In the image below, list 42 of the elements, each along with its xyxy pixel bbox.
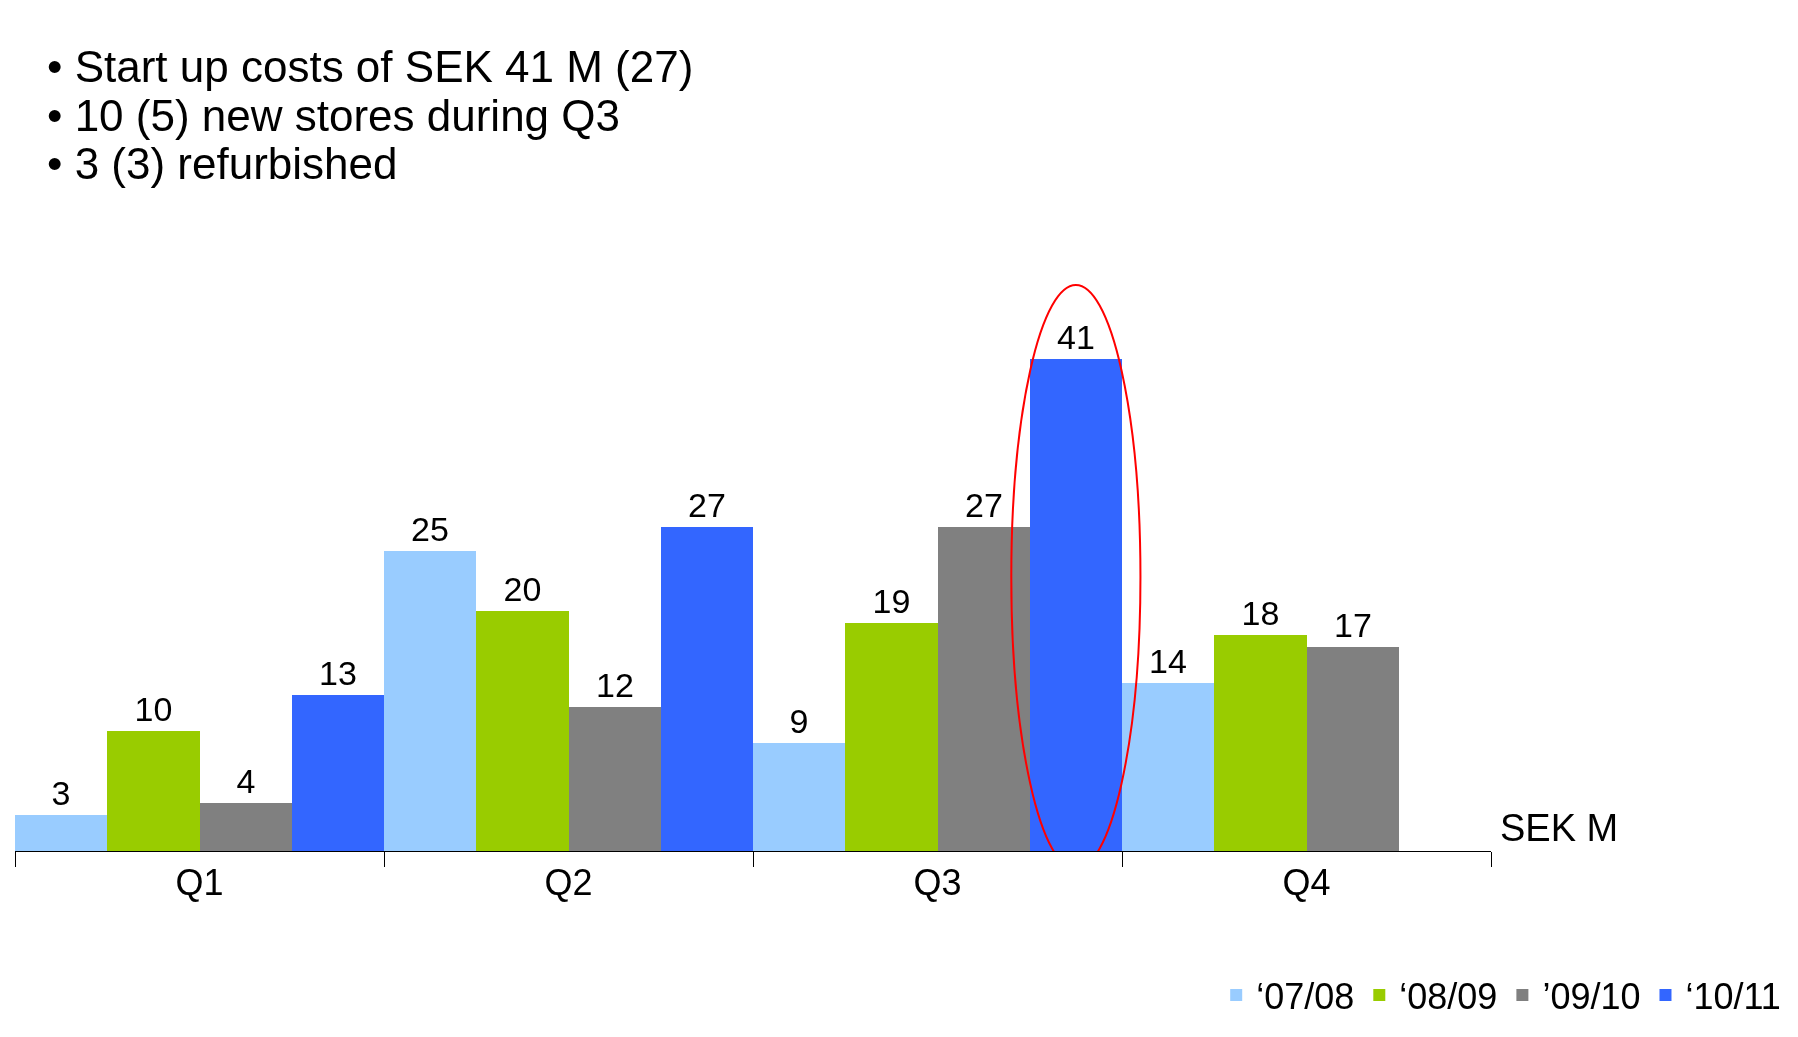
data-label: 41 xyxy=(1057,318,1095,356)
bar xyxy=(1214,635,1307,851)
bar xyxy=(1030,359,1122,851)
x-tick-label: Q3 xyxy=(913,862,962,904)
legend-label: ‘07/08 xyxy=(1256,976,1355,1018)
data-label: 27 xyxy=(688,486,726,524)
data-label: 12 xyxy=(596,666,634,704)
data-label: 3 xyxy=(51,774,71,812)
bar xyxy=(200,803,292,851)
legend-label: ‘10/11 xyxy=(1685,976,1781,1018)
bar xyxy=(292,695,384,851)
bar xyxy=(753,743,845,851)
bar xyxy=(845,623,938,851)
bar xyxy=(15,815,107,851)
text: • 10 (5) new stores during Q3 xyxy=(47,91,621,140)
bar xyxy=(569,707,661,851)
bar xyxy=(1307,647,1399,851)
data-label: 17 xyxy=(1334,606,1372,644)
bar xyxy=(1122,683,1214,851)
text: SEK M xyxy=(1500,807,1619,849)
data-label: 14 xyxy=(1149,642,1187,680)
data-label: 9 xyxy=(789,702,809,740)
legend-label: ’09/10 xyxy=(1542,976,1641,1018)
bar xyxy=(384,551,476,851)
data-label: 4 xyxy=(236,762,256,800)
legend-label: ‘08/09 xyxy=(1399,976,1498,1018)
text: • Start up costs of SEK 41 M (27) xyxy=(47,42,694,91)
data-label: 18 xyxy=(1241,594,1280,632)
x-tick-label: Q1 xyxy=(175,862,224,904)
data-label: 13 xyxy=(319,654,357,692)
bar xyxy=(938,527,1030,851)
bar xyxy=(476,611,569,851)
data-label: 27 xyxy=(965,486,1003,524)
bar xyxy=(661,527,753,851)
bar xyxy=(107,731,200,851)
data-label: 19 xyxy=(872,582,911,620)
x-tick-label: Q2 xyxy=(544,862,593,904)
data-label: 10 xyxy=(134,690,173,728)
data-label: 20 xyxy=(503,570,542,608)
x-tick-label: Q4 xyxy=(1282,862,1331,904)
text: • 3 (3) refurbished xyxy=(47,139,398,188)
data-label: 25 xyxy=(411,510,449,548)
